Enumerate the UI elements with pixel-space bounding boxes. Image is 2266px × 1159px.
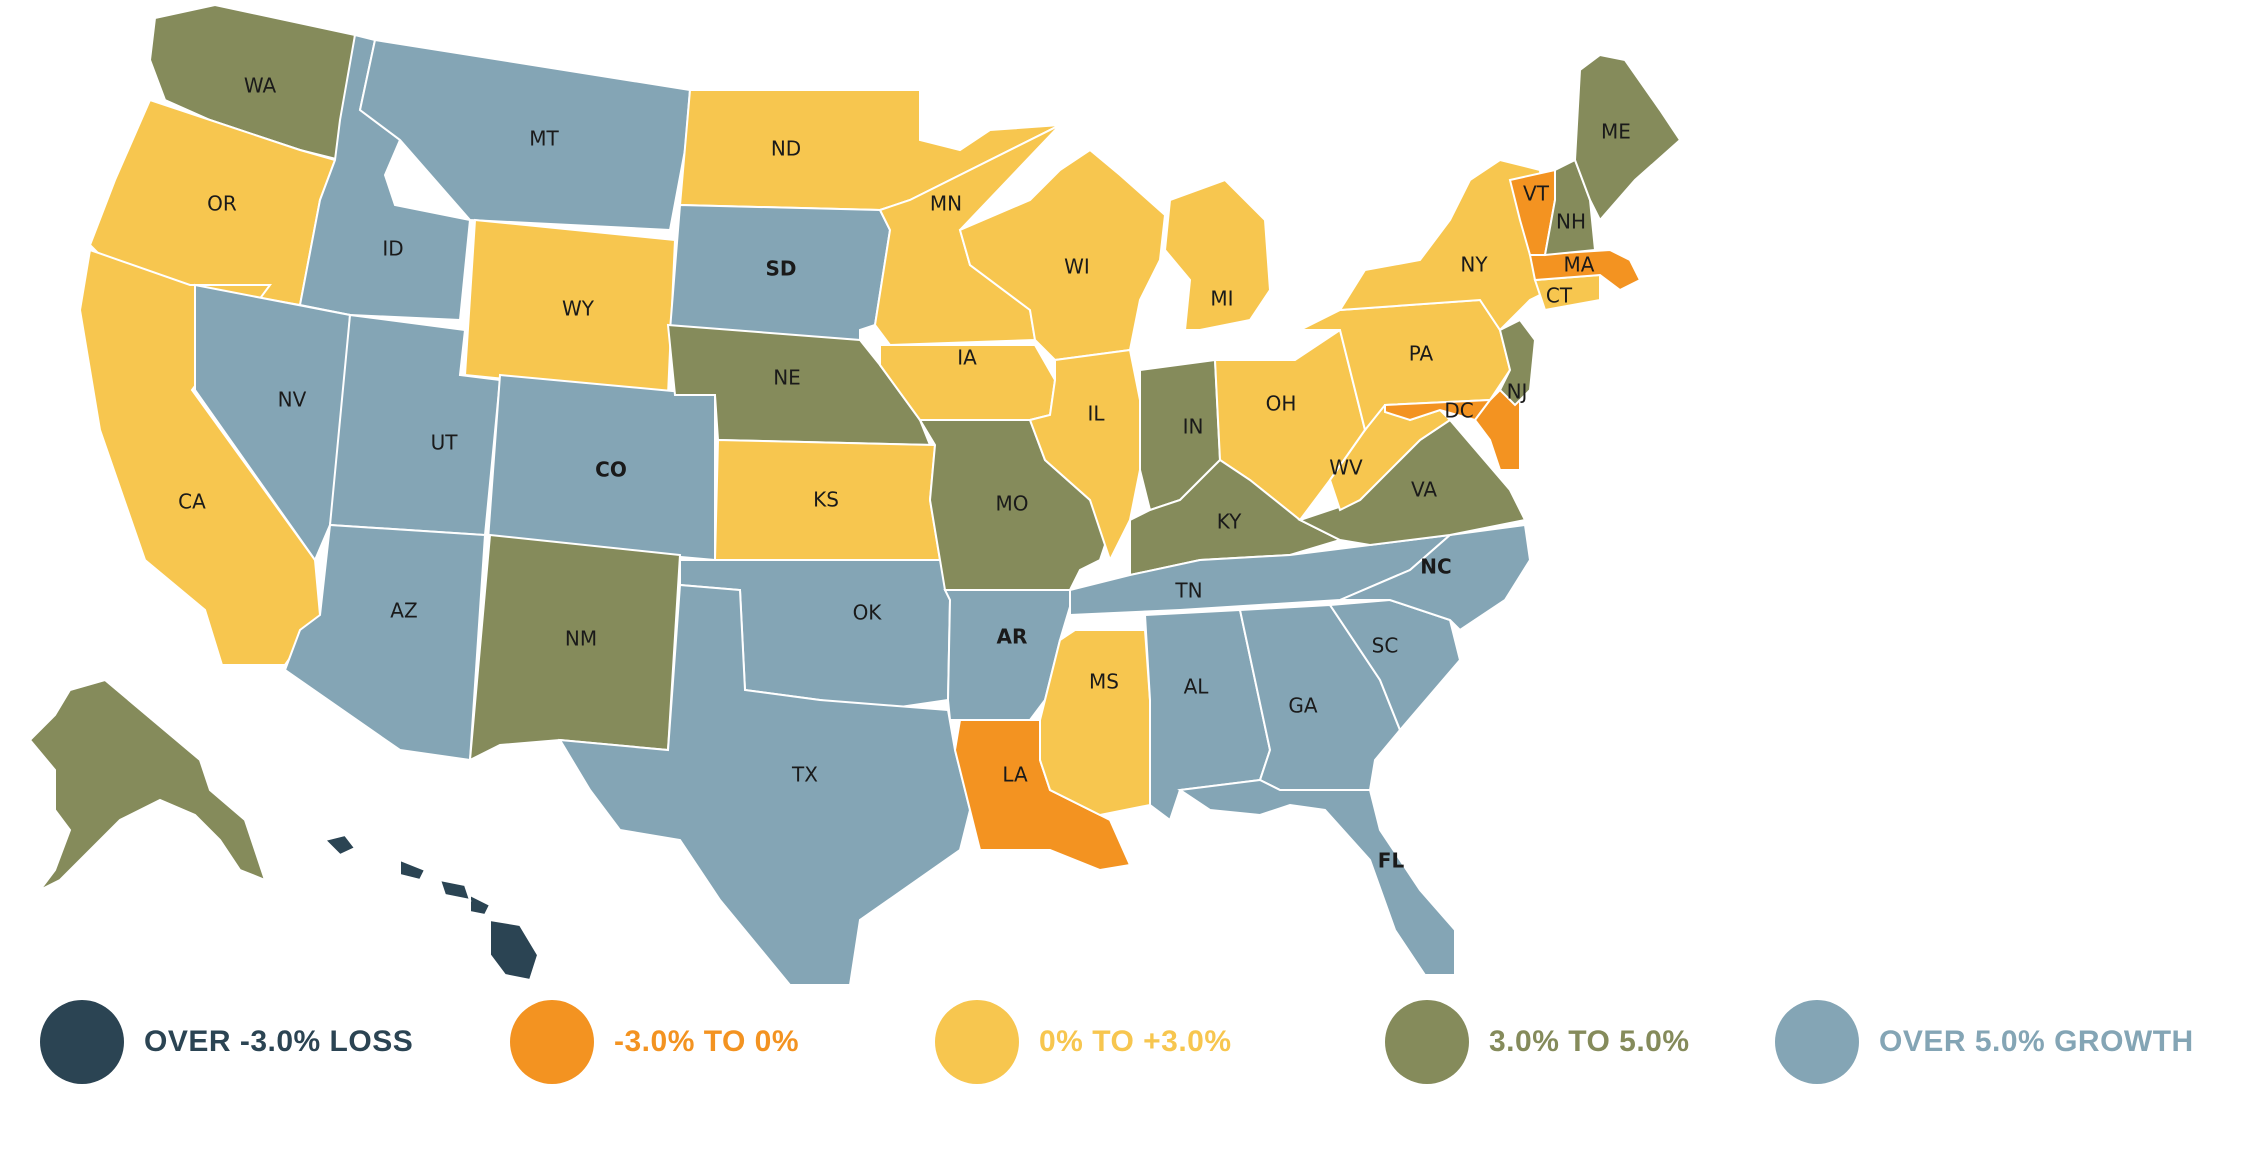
legend-label: 3.0% TO 5.0% <box>1489 1025 1690 1058</box>
state-nj <box>1498 318 1537 407</box>
legend-item-neg-to-zero: -3.0% TO 0% <box>510 1000 799 1084</box>
state-label-ok: OK <box>853 601 883 625</box>
legend-swatch <box>1385 1000 1469 1084</box>
legend-swatch <box>1775 1000 1859 1084</box>
state-ak <box>28 678 267 891</box>
state-tx <box>558 583 972 986</box>
state-label-il: IL <box>1087 402 1105 426</box>
legend-item-zero-to-three: 0% TO +3.0% <box>935 1000 1232 1084</box>
state-fl <box>1177 778 1456 976</box>
state-label-nv: NV <box>278 388 307 412</box>
state-label-id: ID <box>382 237 403 261</box>
state-label-mi: MI <box>1210 287 1233 311</box>
state-label-mt: MT <box>529 127 559 151</box>
state-label-ut: UT <box>431 431 459 455</box>
state-label-pa: PA <box>1409 342 1434 366</box>
state-label-tn: TN <box>1174 579 1202 603</box>
state-label-mn: MN <box>930 192 962 216</box>
state-label-tx: TX <box>791 763 818 787</box>
state-label-wv: WV <box>1329 456 1363 480</box>
state-label-me: ME <box>1601 120 1631 144</box>
state-label-in: IN <box>1183 415 1204 439</box>
state-label-ga: GA <box>1288 694 1317 718</box>
state-me <box>1573 53 1682 222</box>
state-label-al: AL <box>1184 675 1210 699</box>
state-ms <box>1039 629 1151 817</box>
legend-label: OVER -3.0% LOSS <box>144 1025 414 1058</box>
state-label-nh: NH <box>1556 210 1586 234</box>
legend-swatch <box>935 1000 1019 1084</box>
state-nc <box>1339 523 1532 632</box>
state-ma <box>1528 248 1642 292</box>
state-label-ct: CT <box>1546 284 1573 308</box>
state-label-fl: FL <box>1378 849 1405 873</box>
legend-label: -3.0% TO 0% <box>614 1025 800 1058</box>
state-label-ky: KY <box>1217 510 1242 534</box>
state-label-wi: WI <box>1064 255 1090 279</box>
state-label-sc: SC <box>1372 634 1399 658</box>
state-label-ms: MS <box>1089 670 1119 694</box>
state-label-ca: CA <box>178 490 206 514</box>
legend-swatch <box>510 1000 594 1084</box>
state-label-ma: MA <box>1564 253 1595 277</box>
state-hi <box>323 833 540 982</box>
legend-item-over-loss: OVER -3.0% LOSS <box>40 1000 413 1084</box>
legend-label: 0% TO +3.0% <box>1039 1025 1232 1058</box>
state-label-wa: WA <box>244 74 277 98</box>
state-label-co: CO <box>595 458 627 482</box>
state-label-ks: KS <box>813 488 839 512</box>
state-label-nm: NM <box>565 627 597 651</box>
state-label-ne: NE <box>773 366 801 390</box>
state-label-oh: OH <box>1266 392 1297 416</box>
state-mi <box>1163 178 1272 331</box>
legend-label: OVER 5.0% GROWTH <box>1879 1025 2194 1058</box>
state-label-va: VA <box>1411 478 1437 502</box>
state-az <box>283 523 487 762</box>
state-label-nj: NJ <box>1507 380 1528 404</box>
map-legend: OVER -3.0% LOSS -3.0% TO 0% 0% TO +3.0% 3.0… <box>40 1000 2240 1100</box>
state-label-nd: ND <box>771 137 801 161</box>
legend-item-three-to-five: 3.0% TO 5.0% <box>1385 1000 1690 1084</box>
legend-swatch <box>40 1000 124 1084</box>
state-label-la: LA <box>1002 763 1028 787</box>
state-label-ar: AR <box>997 625 1028 649</box>
state-label-az: AZ <box>390 599 417 623</box>
state-label-sd: SD <box>765 257 796 281</box>
legend-item-over-five: OVER 5.0% GROWTH <box>1775 1000 2194 1084</box>
state-ca <box>78 248 322 666</box>
state-label-vt: VT <box>1523 182 1550 206</box>
state-label-dc: DC <box>1444 399 1473 423</box>
state-label-ia: IA <box>957 346 977 370</box>
state-nd <box>678 89 1061 212</box>
state-label-nc: NC <box>1420 555 1451 579</box>
state-label-mo: MO <box>996 492 1029 516</box>
state-label-wy: WY <box>562 297 595 321</box>
state-label-or: OR <box>207 192 237 216</box>
state-mt <box>358 38 692 232</box>
state-label-ny: NY <box>1460 253 1488 277</box>
state-wi <box>958 148 1167 362</box>
